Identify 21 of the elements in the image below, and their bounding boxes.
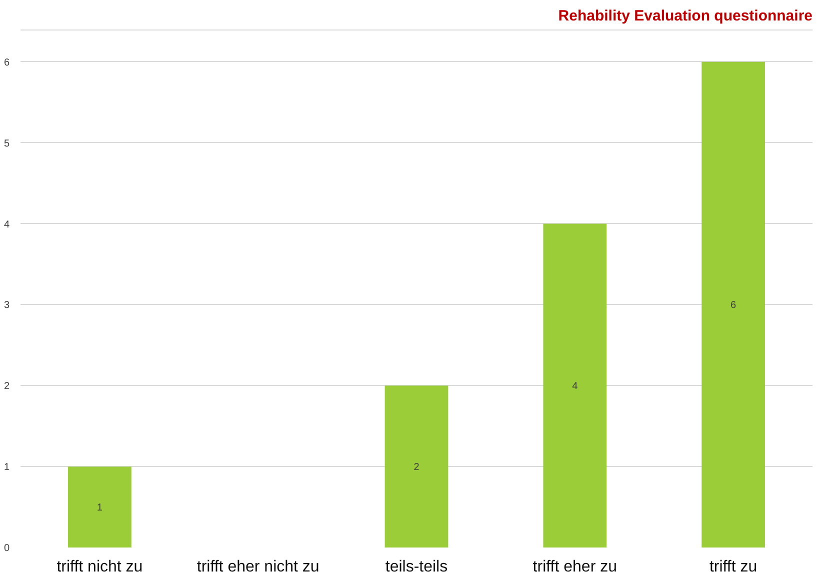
data-label: 1 [96, 502, 103, 514]
y-tick-label: 1 [4, 462, 10, 474]
bar [384, 386, 448, 548]
data-label: 2 [414, 462, 420, 474]
y-tick-label: 2 [4, 381, 10, 392]
data-label: 4 [572, 381, 578, 392]
bar [702, 62, 765, 548]
x-tick-label: teils-teils [385, 558, 448, 576]
x-tick-label: trifft eher nicht zu [196, 558, 320, 576]
bar [68, 466, 132, 548]
y-tick-label: 0 [4, 543, 10, 554]
y-tick-label: 3 [4, 300, 10, 312]
chart-title: Rehability Evaluation questionnaire [558, 8, 812, 24]
y-tick-label: 5 [4, 138, 10, 150]
y-tick-label: 6 [4, 57, 10, 68]
x-tick-label: trifft eher zu [532, 558, 617, 576]
data-label: 6 [730, 300, 737, 312]
bar [543, 224, 607, 548]
x-tick-label: trifft nicht zu [56, 558, 143, 576]
y-tick-label: 4 [4, 219, 10, 230]
x-tick-label: trifft zu [709, 558, 758, 576]
